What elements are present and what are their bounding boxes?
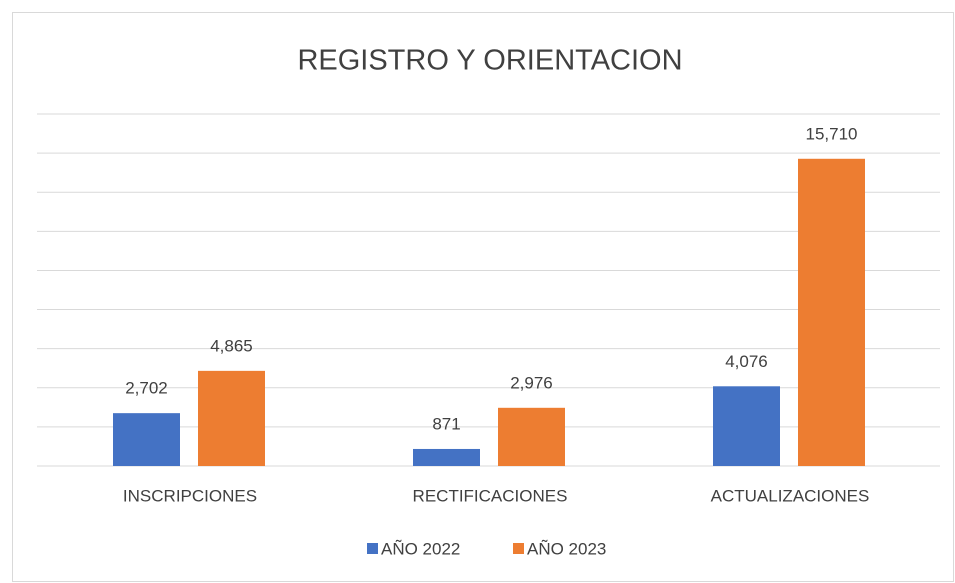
bar — [713, 386, 780, 466]
chart-title: REGISTRO Y ORIENTACION — [297, 45, 682, 77]
x-tick-label: RECTIFICACIONES — [413, 486, 568, 505]
bar — [798, 158, 865, 466]
legend-swatch — [367, 543, 378, 554]
data-label: 2,976 — [510, 373, 553, 392]
data-label: 15,710 — [806, 124, 858, 143]
bar — [198, 370, 265, 466]
x-tick-label: INSCRIPCIONES — [123, 486, 257, 505]
data-label: 4,865 — [210, 336, 253, 355]
bar — [113, 413, 180, 466]
bar — [498, 407, 565, 466]
legend-label: AÑO 2023 — [527, 539, 606, 558]
legend-label: AÑO 2022 — [381, 539, 460, 558]
bar — [413, 448, 480, 466]
data-label: 871 — [432, 414, 460, 433]
data-label: 4,076 — [725, 352, 768, 371]
x-tick-label: ACTUALIZACIONES — [711, 486, 870, 505]
legend-swatch — [513, 543, 524, 554]
data-label: 2,702 — [125, 379, 168, 398]
chart-frame — [12, 12, 954, 582]
